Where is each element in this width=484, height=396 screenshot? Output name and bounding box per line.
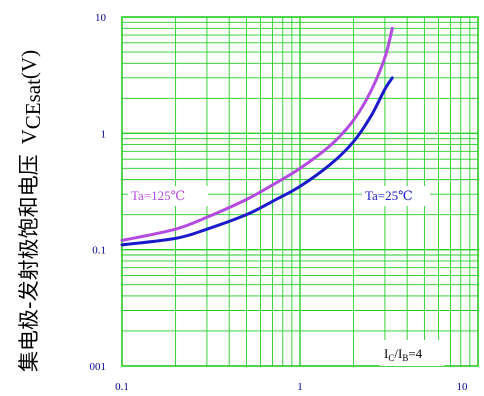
plot-border: [121, 16, 479, 367]
plot-frame: [121, 16, 479, 367]
series-line-25c: [120, 76, 394, 247]
ratio-annotation: IC/IB=4: [384, 346, 423, 363]
y-axis-label-text: 集电极-发射极饱和电压VCEsat(V): [17, 50, 45, 372]
y-tick-label: 1: [101, 128, 107, 140]
label-bg-125: [128, 186, 208, 206]
series-label-125: Ta=125℃: [131, 188, 185, 203]
series-line-125c: [120, 26, 394, 242]
x-tick-label: 10: [457, 381, 469, 393]
x-tick-label: 0.1: [115, 381, 129, 393]
label-bg-25: [362, 186, 430, 206]
y-tick-label: 001: [90, 361, 107, 373]
x-tick-labels: 0.1 1 10: [115, 381, 468, 393]
y-tick-label: 0.1: [92, 245, 106, 257]
y-tick-labels: 10 1 0.1 001: [90, 12, 107, 373]
annotation-bg: [380, 340, 444, 366]
series-label-25: Ta=25℃: [365, 188, 413, 203]
series-lines: [120, 26, 394, 247]
y-tick-label: 10: [95, 12, 107, 24]
x-tick-label: 1: [297, 381, 303, 393]
y-axis-label: 集电极-发射极饱和电压VCEsat(V): [17, 50, 45, 372]
